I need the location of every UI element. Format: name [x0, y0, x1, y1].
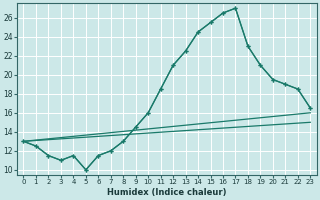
X-axis label: Humidex (Indice chaleur): Humidex (Indice chaleur) — [107, 188, 227, 197]
